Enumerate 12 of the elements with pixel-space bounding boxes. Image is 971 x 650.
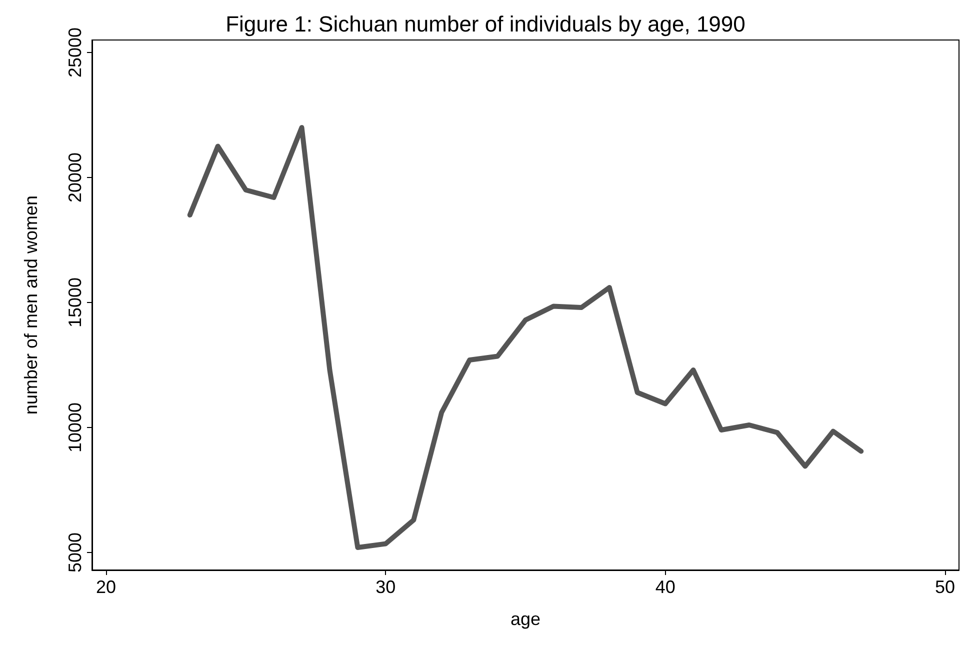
chart-title: Figure 1: Sichuan number of individuals by age, 1990 xyxy=(226,12,746,36)
y-axis-title: number of men and women xyxy=(21,195,41,415)
y-tick-label: 5000 xyxy=(65,532,85,573)
y-tick-label: 15000 xyxy=(65,277,85,328)
y-tick-label: 10000 xyxy=(65,402,85,453)
x-tick-label: 50 xyxy=(935,577,956,597)
x-axis-title: age xyxy=(510,609,541,629)
y-tick-label: 25000 xyxy=(65,27,85,78)
x-tick-label: 20 xyxy=(96,577,116,597)
x-tick-label: 30 xyxy=(376,577,396,597)
x-tick-label: 40 xyxy=(655,577,676,597)
y-tick-label: 20000 xyxy=(65,152,85,203)
